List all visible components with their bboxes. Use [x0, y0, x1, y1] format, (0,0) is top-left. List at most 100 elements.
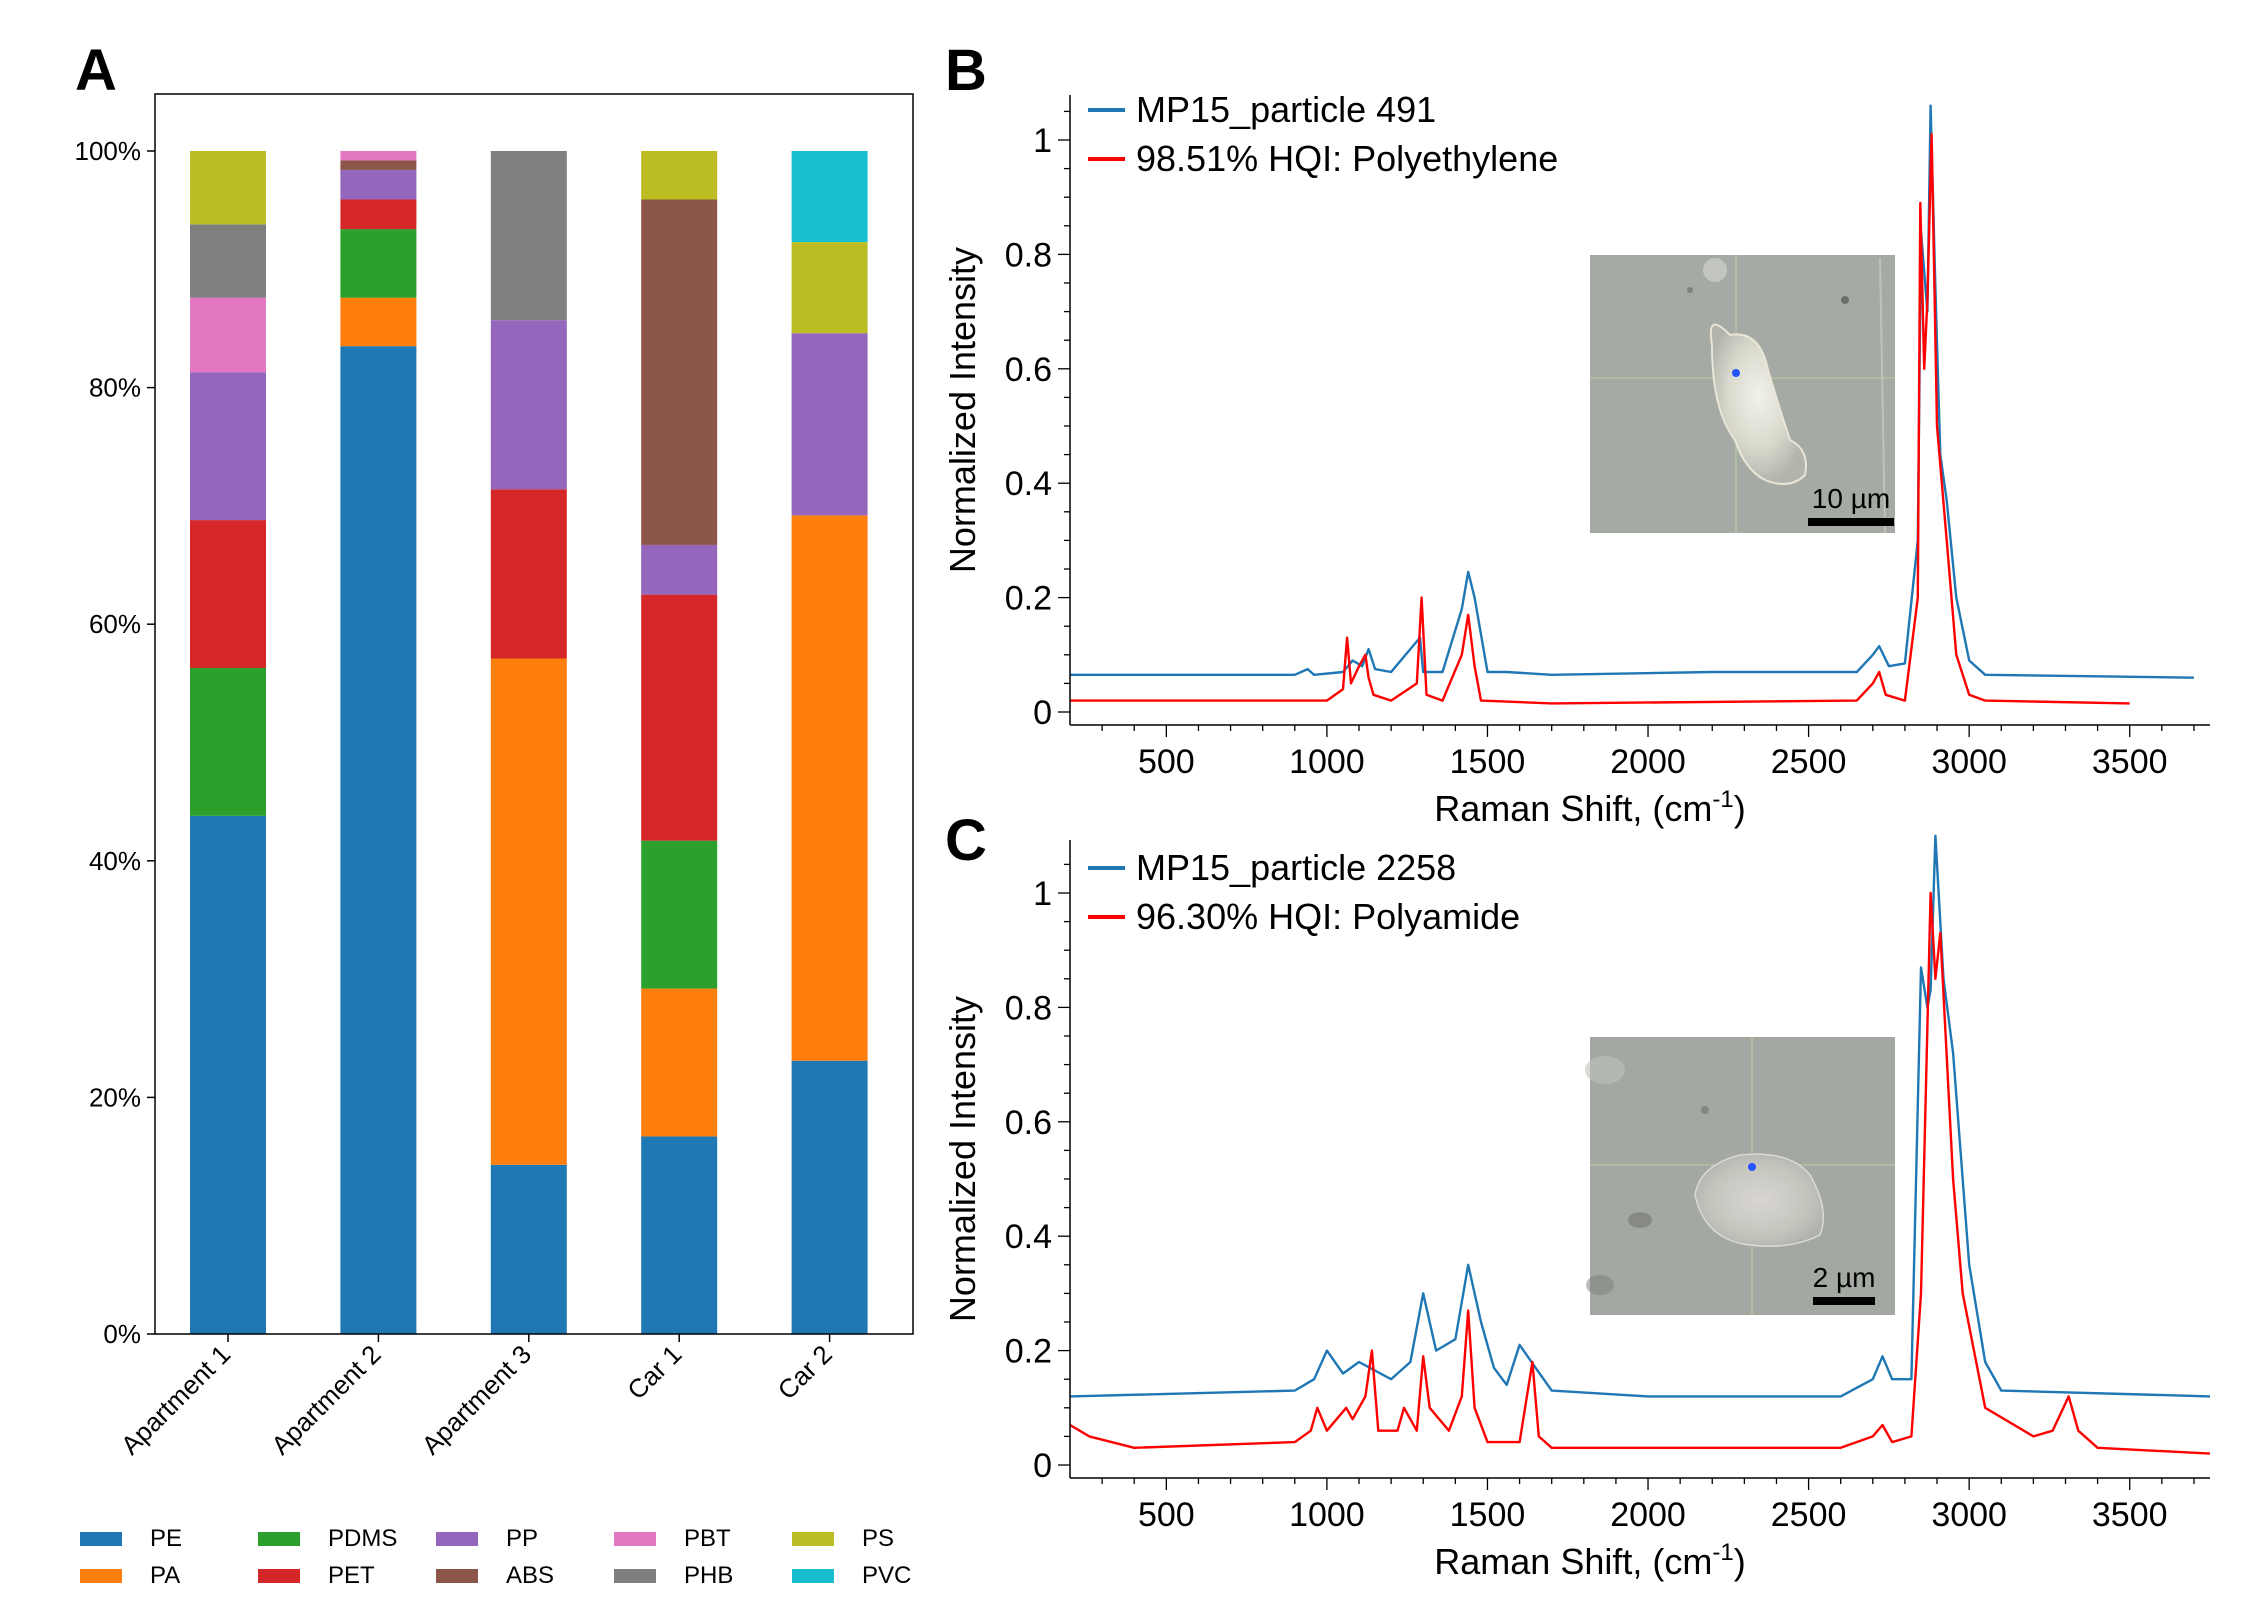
bar-ps-car-1	[641, 151, 718, 200]
y-tick-label: 0.4	[1005, 1218, 1052, 1256]
bar-pe-apartment-3	[490, 1164, 567, 1334]
legend-swatch-pp	[436, 1532, 478, 1546]
y-tick-label: 60%	[89, 609, 141, 639]
x-tick-label: Apartment 3	[416, 1339, 537, 1460]
micrograph-inset-c: 2 µm	[1585, 1037, 1895, 1315]
bar-pdms-apartment-1	[190, 667, 266, 816]
legend-label-pbt: PBT	[684, 1525, 731, 1552]
legend-swatch-pbt	[614, 1532, 656, 1546]
bar-phb-apartment-1	[190, 224, 266, 298]
y-tick-label: 0.4	[1005, 465, 1052, 503]
y-axis-title: Normalized Intensity	[942, 247, 983, 573]
bar-phb-apartment-3	[490, 151, 567, 321]
y-axis-title: Normalized Intensity	[942, 996, 983, 1322]
legend-swatch-ps	[792, 1532, 834, 1546]
y-tick-label: 1	[1033, 122, 1052, 160]
x-tick-label: 1500	[1450, 1496, 1526, 1534]
y-tick-label: 0.2	[1005, 580, 1052, 618]
legend-label-pe: PE	[150, 1525, 182, 1552]
y-tick-label: 0	[1033, 1447, 1052, 1485]
legend-b-reference: 98.51% HQI: Polyethylene	[1136, 138, 1558, 179]
legend-swatch-pa	[80, 1569, 122, 1583]
y-tick-label: 0.6	[1005, 351, 1052, 389]
x-tick-label: 2000	[1610, 743, 1686, 781]
bar-segments	[190, 151, 868, 1334]
bar-abs-apartment-2	[340, 160, 417, 170]
bar-pvc-car-2	[791, 151, 868, 243]
bar-ps-car-2	[791, 242, 868, 334]
x-tick-label: 2500	[1771, 1496, 1847, 1534]
bar-pbt-apartment-2	[340, 151, 417, 161]
legend-c: MP15_particle 2258 96.30% HQI: Polyamide	[1088, 847, 1520, 937]
legend-swatch-pdms	[258, 1532, 300, 1546]
x-tick-label: 2500	[1771, 743, 1847, 781]
micrograph-inset-b: 10 µm	[1590, 255, 1895, 534]
legend-label-pp: PP	[506, 1525, 538, 1552]
bar-pa-car-1	[641, 988, 718, 1137]
legend-swatch-pvc	[792, 1569, 834, 1583]
legend-b-sample: MP15_particle 491	[1136, 89, 1436, 130]
spectrum-panel-b: B 10 µm 500 1000 1500 2000 2500 3000 3500 0 0.2 0…	[942, 38, 2210, 829]
scale-bar-label-c: 2 µm	[1813, 1262, 1876, 1293]
x-tick-label: 1000	[1289, 1496, 1365, 1534]
y-tick-label: 100%	[75, 136, 142, 166]
x-tick-label: Apartment 1	[115, 1339, 236, 1460]
x-tick-label: 3500	[2092, 1496, 2168, 1534]
bar-pe-car-1	[641, 1136, 718, 1334]
bar-pet-car-1	[641, 594, 718, 841]
x-tick-label: 1500	[1450, 743, 1526, 781]
spectrum-line-reference	[1069, 891, 2211, 1455]
bar-pp-apartment-1	[190, 372, 266, 521]
axes-b: 500 1000 1500 2000 2500 3000 3500 0 0.2 0.4 0.6 0.8…	[942, 95, 2210, 829]
legend-label-pa: PA	[150, 1562, 180, 1589]
x-tick-label: Apartment 2	[265, 1339, 386, 1460]
axes-c: 500 1000 1500 2000 2500 3000 3500 0 0.2 0.4 0.6 0.8…	[942, 840, 2210, 1582]
bar-pp-car-2	[791, 333, 868, 516]
bar-pp-apartment-3	[490, 320, 567, 490]
y-tick-label: 80%	[89, 373, 141, 403]
bar-pa-car-2	[791, 515, 868, 1061]
x-tick-label: 2000	[1610, 1496, 1686, 1534]
spectrum-line-sample	[1069, 834, 2211, 1398]
panel-letter-c: C	[945, 808, 987, 873]
y-axis-ticks: 0% 20% 40% 60% 80% 100%	[75, 136, 155, 1349]
bar-pdms-car-1	[641, 840, 718, 989]
x-tick-label: 3000	[1931, 1496, 2007, 1534]
y-tick-label: 40%	[89, 846, 141, 876]
x-tick-label: 3500	[2092, 743, 2168, 781]
legend-label-phb: PHB	[684, 1562, 733, 1589]
legend-b: MP15_particle 491 98.51% HQI: Polyethyle…	[1088, 89, 1558, 179]
panel-letter-a: A	[75, 38, 117, 103]
y-tick-label: 0%	[103, 1319, 141, 1349]
spectrum-lines-c	[1069, 834, 2211, 1455]
y-tick-label: 0.6	[1005, 1104, 1052, 1142]
y-tick-label: 1	[1033, 875, 1052, 913]
x-axis-title: Raman Shift, (cm-1)	[1434, 1539, 1745, 1582]
bar-ps-apartment-1	[190, 151, 266, 225]
stacked-bar-panel: A 0%20%40%60%80%100% Apartment 1 Apartmen…	[75, 38, 914, 1589]
bar-pe-car-2	[791, 1060, 868, 1334]
x-tick-label: 1000	[1289, 743, 1365, 781]
legend-label-abs: ABS	[506, 1562, 554, 1589]
x-tick-label: 3000	[1931, 743, 2007, 781]
y-tick-label: 0.8	[1005, 989, 1052, 1027]
panel-a-frame	[154, 93, 914, 1335]
legend-c-reference: 96.30% HQI: Polyamide	[1136, 896, 1520, 937]
panel-letter-b: B	[945, 38, 987, 103]
spectrum-panel-c: C 2 µm 500 1000 1500 2000 2500 3000 3500 0 0.2 0.…	[942, 808, 2211, 1582]
y-tick-label: 20%	[89, 1082, 141, 1112]
spectrum-lines-b	[1070, 104, 2194, 705]
legend-swatch-pet	[258, 1569, 300, 1583]
scale-bar-label-b: 10 µm	[1812, 483, 1890, 514]
bar-pp-apartment-2	[340, 169, 417, 200]
legend-c-sample: MP15_particle 2258	[1136, 847, 1456, 888]
y-tick-label: 0	[1033, 694, 1052, 732]
legend-swatch-pe	[80, 1532, 122, 1546]
x-axis-title: Raman Shift, (cm-1)	[1434, 786, 1745, 829]
panel-a-legend: PE PA PDMS PET PP ABS PBT PHB PS PVC	[80, 1525, 911, 1589]
legend-label-ps: PS	[862, 1525, 894, 1552]
bar-pdms-apartment-2	[340, 229, 417, 298]
x-tick-label: Car 1	[621, 1339, 687, 1405]
legend-label-pvc: PVC	[862, 1562, 911, 1589]
